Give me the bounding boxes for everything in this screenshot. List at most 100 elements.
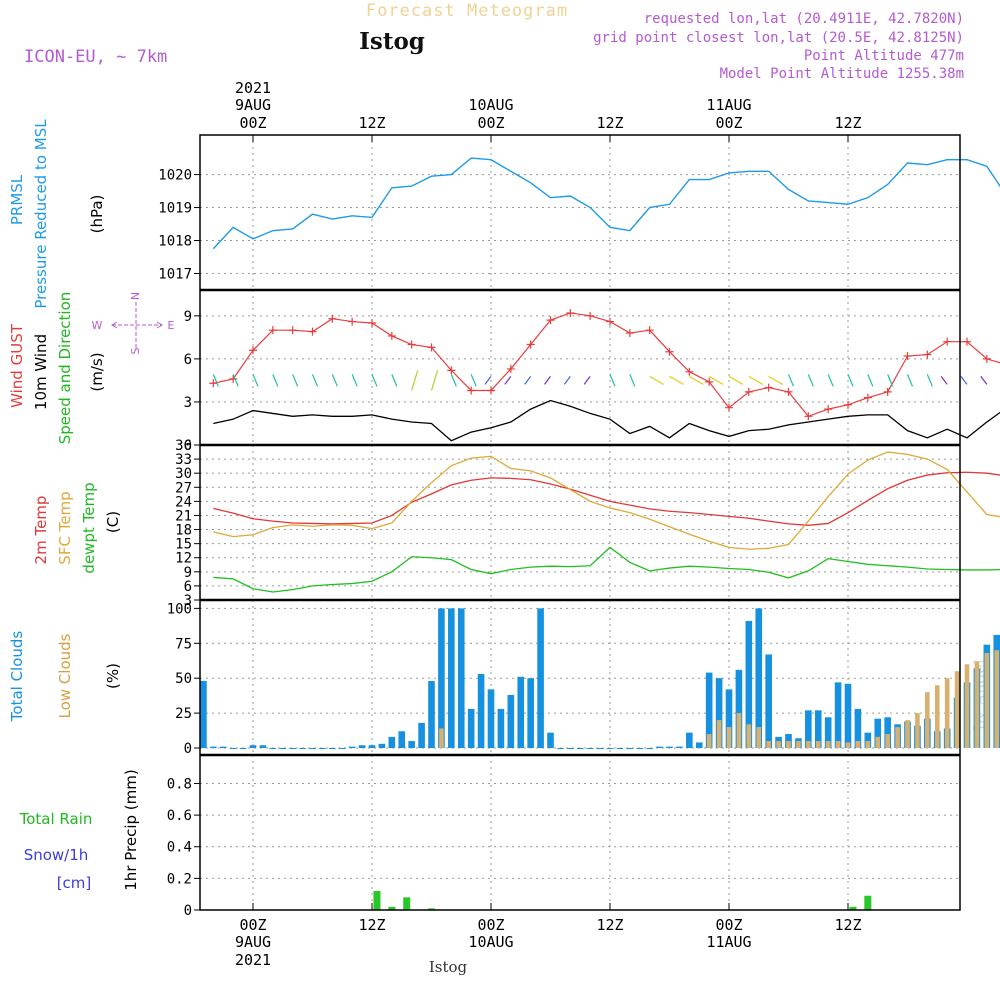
bottom-time-label: 2021 <box>235 951 271 969</box>
footer-location: Istog <box>429 958 468 976</box>
gust-point <box>229 374 238 383</box>
total-cloud-bar <box>854 708 862 749</box>
total-cloud-bar <box>884 717 891 749</box>
low-cloud-bar <box>964 664 970 749</box>
wind-direction-arrow <box>450 374 457 387</box>
total-cloud-bar <box>210 746 217 749</box>
total-cloud-bar <box>527 678 534 749</box>
gust-point <box>368 319 376 328</box>
gust-point <box>487 386 495 395</box>
low-cloud-bar <box>984 653 990 749</box>
low-cloud-bar <box>776 741 781 749</box>
gust-point <box>645 326 654 335</box>
bottom-time-label: 00Z <box>477 916 504 934</box>
gust-point <box>982 354 991 363</box>
gust-point <box>546 316 555 325</box>
gust-point <box>883 387 892 396</box>
gust-point <box>586 311 595 320</box>
low-cloud-bar <box>855 741 861 749</box>
ylabel-speed-dir: Speed and Direction <box>56 292 74 445</box>
gust-point <box>923 350 932 359</box>
low-cloud-bar <box>726 727 732 749</box>
total-cloud-bar <box>586 748 594 750</box>
wind-direction-arrow <box>669 375 684 385</box>
point-altitude: Point Altitude 477m <box>804 48 964 64</box>
y-tick-label: 1019 <box>158 201 192 217</box>
rain-bar <box>403 897 411 910</box>
low-cloud-bar <box>439 728 444 749</box>
wind-direction-arrow <box>292 374 299 387</box>
wind-direction-arrow <box>544 376 551 385</box>
wind-direction-arrow <box>847 374 854 387</box>
total-cloud-bar <box>249 745 257 749</box>
top-time-label: 12Z <box>834 114 861 132</box>
low-cloud-bar <box>825 741 831 749</box>
gust-point <box>328 314 337 323</box>
ylabel-pressure: Pressure Reduced to MSL <box>32 119 50 309</box>
y-tick-label: 15 <box>175 537 192 553</box>
total-cloud-bar <box>497 708 505 749</box>
wind-direction-arrow <box>807 374 814 387</box>
y-tick-label: 6 <box>184 352 192 368</box>
bottom-time-label: 11AUG <box>706 933 751 951</box>
gust-point <box>784 387 793 396</box>
gust-point <box>407 340 416 349</box>
y-tick-label: 0.8 <box>167 776 192 792</box>
wind-direction-arrow <box>351 374 358 387</box>
total-cloud-bar <box>338 748 346 750</box>
y-tick-label: 0 <box>184 438 192 454</box>
ylabel-gust: Wind GUST <box>8 323 26 408</box>
wind-direction-arrow <box>728 375 744 385</box>
gust-point <box>506 364 515 373</box>
panel-4: 0 0.2 0.4 0.6 0.8 <box>167 755 960 919</box>
total-cloud-bar <box>319 748 326 750</box>
total-cloud-bar <box>755 608 763 749</box>
wind-direction-arrow <box>411 370 419 391</box>
top-time-label: 00Z <box>477 114 504 132</box>
total-cloud-bar <box>388 736 396 749</box>
wind-direction-arrow <box>470 374 477 387</box>
y-tick-label: 27 <box>175 480 192 496</box>
gust-point <box>209 379 218 388</box>
gust-point <box>844 400 852 409</box>
total-cloud-bar <box>487 689 495 749</box>
low-cloud-bar <box>925 692 930 749</box>
total-cloud-bar <box>636 748 644 750</box>
gust-point <box>447 366 456 375</box>
low-cloud-bar <box>766 741 771 749</box>
bottom-time-label: 10AUG <box>468 933 513 951</box>
y-tick-label: 24 <box>175 494 192 510</box>
wind-direction-arrow <box>629 374 636 387</box>
wind-direction-arrow <box>609 374 616 387</box>
low-cloud-bar <box>875 736 881 749</box>
compass-south: S <box>129 347 142 354</box>
total-cloud-bar <box>219 746 227 749</box>
low-cloud-bar <box>786 741 791 749</box>
ylabel-precip: 1hr Precip (mm) <box>122 769 140 890</box>
wind-line <box>213 399 1000 442</box>
total-cloud-bar <box>725 689 733 749</box>
gust-point <box>764 383 773 392</box>
low-cloud-bar <box>994 650 1000 749</box>
gust-point <box>903 352 912 361</box>
total-cloud-bar <box>576 748 584 750</box>
panel-1: 0 3 6 9 <box>184 290 960 454</box>
gridpoint-coords: grid point closest lon,lat (20.5E, 42.81… <box>593 30 964 46</box>
compass-north: N <box>129 292 142 300</box>
y-tick-label: 50 <box>175 671 192 687</box>
chart-title: Forecast Meteogram <box>366 1 568 21</box>
top-time-label: 00Z <box>715 114 742 132</box>
gust-point <box>744 387 753 396</box>
y-tick-label: 25 <box>175 706 192 722</box>
rain-bar <box>864 895 872 910</box>
total-cloud-bar <box>695 742 703 749</box>
y-tick-label: 0 <box>184 903 192 919</box>
total-cloud-bar <box>765 654 772 749</box>
y-tick-label: 3 <box>184 395 192 411</box>
total-cloud-bar <box>368 745 376 749</box>
total-cloud-bar <box>259 745 267 749</box>
total-cloud-bar <box>686 732 693 749</box>
wind-direction-arrow <box>940 376 948 385</box>
total-cloud-bar <box>844 683 852 749</box>
